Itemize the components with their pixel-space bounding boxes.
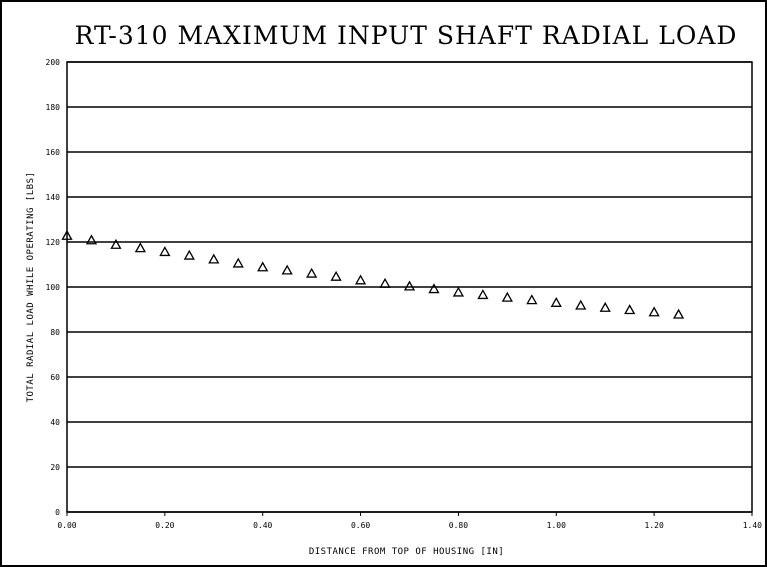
x-tick-labels: 0.00 0.20 0.40 0.60 0.80 1.00 1.20 1.40 bbox=[57, 512, 762, 530]
data-point-marker bbox=[575, 299, 587, 310]
data-point-marker bbox=[354, 274, 367, 285]
y-tick-label: 20 bbox=[50, 463, 60, 472]
data-point-marker bbox=[257, 261, 269, 272]
y-tick-labels: 0 20 40 60 80 100 120 140 160 180 200 bbox=[46, 58, 61, 517]
data-point-marker bbox=[159, 246, 171, 257]
data-point-marker bbox=[526, 294, 538, 305]
plot-frame bbox=[66, 61, 753, 513]
data-point-marker bbox=[648, 306, 660, 317]
data-point-marker bbox=[501, 291, 513, 302]
x-tick-label: 1.20 bbox=[645, 521, 664, 530]
x-tick-label: 1.40 bbox=[743, 521, 762, 530]
y-tick-label: 160 bbox=[46, 148, 61, 157]
x-tick-label: 0.60 bbox=[351, 521, 370, 530]
x-tick-label: 1.00 bbox=[547, 521, 566, 530]
data-point-marker bbox=[403, 280, 416, 291]
data-point-marker bbox=[183, 249, 195, 260]
data-point-marker bbox=[624, 304, 636, 315]
y-tick-label: 140 bbox=[46, 193, 61, 202]
y-axis-label: TOTAL RADIAL LOAD WHILE OPERATING [LBS] bbox=[26, 172, 36, 403]
data-point-marker bbox=[232, 257, 244, 268]
data-markers bbox=[61, 229, 685, 319]
x-tick-label: 0.20 bbox=[155, 521, 174, 530]
y-tick-label: 200 bbox=[46, 58, 61, 67]
data-point-marker bbox=[281, 264, 293, 275]
x-axis-label: DISTANCE FROM TOP OF HOUSING [IN] bbox=[309, 547, 504, 557]
x-tick-label: 0.80 bbox=[449, 521, 468, 530]
y-tick-label: 0 bbox=[55, 508, 60, 517]
data-point-marker bbox=[85, 234, 98, 245]
data-point-marker bbox=[330, 270, 342, 281]
data-point-marker bbox=[428, 283, 440, 294]
y-tick-label: 180 bbox=[46, 103, 61, 112]
data-point-marker bbox=[599, 301, 611, 312]
data-point-marker bbox=[477, 289, 489, 300]
data-point-marker bbox=[672, 308, 685, 319]
y-tick-label: 60 bbox=[50, 373, 60, 382]
y-tick-label: 80 bbox=[50, 328, 60, 337]
data-point-marker bbox=[134, 242, 147, 253]
grid-lines bbox=[67, 61, 752, 513]
x-tick-label: 0.40 bbox=[253, 521, 272, 530]
data-point-marker bbox=[379, 277, 391, 288]
y-tick-label: 120 bbox=[46, 238, 61, 247]
data-point-marker bbox=[452, 286, 465, 297]
data-point-marker bbox=[550, 296, 562, 307]
y-tick-label: 40 bbox=[50, 418, 60, 427]
x-tick-label: 0.00 bbox=[57, 521, 76, 530]
chart-title: RT-310 MAXIMUM INPUT SHAFT RADIAL LOAD bbox=[75, 21, 738, 50]
data-point-marker bbox=[110, 238, 122, 249]
data-point-marker bbox=[208, 253, 220, 264]
data-point-marker bbox=[61, 229, 73, 240]
y-tick-label: 100 bbox=[46, 283, 61, 292]
data-point-marker bbox=[306, 267, 318, 278]
